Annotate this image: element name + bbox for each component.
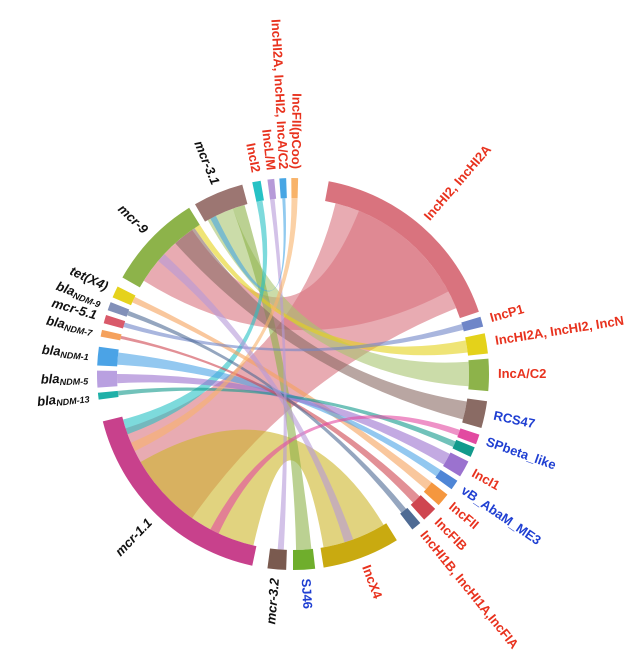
label-ndm1: blaNDM-1 [41, 342, 90, 362]
arc-incfii [423, 482, 448, 506]
label-sub-ndm5: NDM-5 [60, 377, 90, 388]
label-text-ndm9: bla [54, 279, 77, 300]
label-text-rcs47: RCS47 [492, 408, 536, 431]
arc-ndm5 [97, 370, 118, 388]
arc-incHI2_incHI2A [325, 181, 479, 319]
arc-incHI2A_incHI2_incN [465, 333, 488, 356]
arc-incx4 [320, 523, 397, 568]
arc-mcr31 [195, 184, 248, 222]
label-incP1: IncP1 [488, 302, 525, 326]
ribbons-layer [117, 198, 469, 550]
arc-incfib [410, 495, 436, 520]
label-text-spbeta_like: SPbeta_like [484, 434, 558, 473]
label-incLM: IncL/M [259, 128, 279, 171]
label-text-mcr32: mcr-3.2 [264, 577, 283, 625]
label-text-incI2: IncI2 [243, 142, 263, 174]
arc-incP1 [461, 316, 484, 332]
arc-incAC2 [468, 358, 490, 392]
label-text-mcr11: mcr-1.1 [112, 516, 155, 560]
label-sub-ndm1: NDM-1 [60, 350, 89, 363]
label-sub-ndm7: NDM-7 [63, 323, 94, 339]
arc-inchi1b [400, 507, 421, 530]
label-incI2: IncI2 [243, 142, 263, 174]
ribbon-mcr11-incx4 [140, 429, 384, 548]
arc-ndm9 [107, 302, 130, 317]
arc-spbeta_like [457, 428, 480, 445]
label-incAC2: IncA/C2 [498, 366, 546, 381]
label-text-mcr9: mcr-9 [115, 202, 152, 238]
label-text-sj46: SJ46 [298, 578, 315, 609]
arcs-layer [97, 178, 490, 571]
arc-tetx4 [112, 286, 136, 306]
arc-inci1 [443, 452, 469, 477]
label-text-mcr31: mcr-3.1 [191, 139, 223, 187]
label-incx4: IncX4 [359, 563, 385, 601]
label-mcr11: mcr-1.1 [112, 516, 155, 560]
ribbon-mcr31-incAC2 [207, 208, 469, 387]
label-text-incx4: IncX4 [359, 563, 385, 601]
label-incHI2_incHI2A: IncHI2, IncHI2A [421, 142, 495, 224]
arc-ndm7 [100, 329, 122, 341]
arc-mcr32 [267, 548, 287, 570]
arc-incFII_pcoo [291, 178, 299, 199]
arc-incHI2A_incHI2_incAC2 [279, 178, 287, 199]
label-text-ndm5: bla [41, 372, 60, 387]
arc-mcr11 [102, 416, 257, 566]
ribbon-mcr9-rcs47 [175, 228, 467, 420]
label-ndm5: blaNDM-5 [41, 371, 90, 388]
label-text-inchi1b: IncHI1B, IncHI1A,IncFIA [417, 528, 522, 652]
ribbon-mcr9-incHI2A_incHI2_incN [194, 224, 468, 356]
label-inchi1b: IncHI1B, IncHI1A,IncFIA [417, 528, 522, 652]
ribbon-mcr9-incHI2_incHI2A [143, 210, 449, 331]
ribbon-mcr51-incP1 [123, 322, 464, 352]
label-ndm13: blaNDM-13 [36, 389, 90, 411]
ribbon-mcr31-incHI2A_incHI2_incAC2 [210, 198, 286, 292]
label-text-ndm13: bla [36, 392, 56, 409]
label-rcs47: RCS47 [492, 408, 536, 431]
arc-incI2 [252, 180, 264, 202]
ribbon-mcr32-incLM [270, 198, 287, 550]
arc-rcs47 [462, 398, 488, 429]
arc-vb_abam_me3 [435, 469, 458, 490]
label-mcr32: mcr-3.2 [264, 577, 283, 625]
ribbon-tetx4-incfii [132, 296, 432, 490]
arc-spbeta_like_b [452, 439, 475, 457]
arc-ndm13 [97, 390, 119, 400]
label-text-incFII_pcoo: IncFII(pCoo) [288, 93, 304, 169]
arc-mcr9 [122, 207, 200, 288]
label-text-incAC2: IncA/C2 [498, 366, 546, 381]
label-incFII_pcoo: IncFII(pCoo) [288, 93, 304, 169]
label-text-incLM: IncL/M [259, 128, 279, 171]
label-sj46: SJ46 [298, 578, 315, 609]
label-text-ndm1: bla [41, 342, 61, 359]
label-mcr9: mcr-9 [115, 202, 152, 238]
label-mcr31: mcr-3.1 [191, 139, 223, 187]
label-text-incHI2_incHI2A: IncHI2, IncHI2A [421, 142, 495, 224]
arc-ndm1 [97, 346, 119, 367]
arc-incLM [267, 178, 277, 200]
ribbon-ndm1-vb_abam_me3 [117, 352, 441, 477]
label-text-incP1: IncP1 [488, 302, 525, 326]
label-spbeta_like: SPbeta_like [484, 434, 558, 473]
arc-sj46 [293, 548, 316, 571]
label-sub-ndm13: NDM-13 [56, 395, 90, 409]
ribbon-mcr31-sj46 [232, 204, 312, 550]
ribbon-mcr11-spbeta_like [210, 415, 460, 534]
arc-mcr51 [103, 315, 126, 329]
label-text-ndm7: bla [45, 313, 67, 332]
